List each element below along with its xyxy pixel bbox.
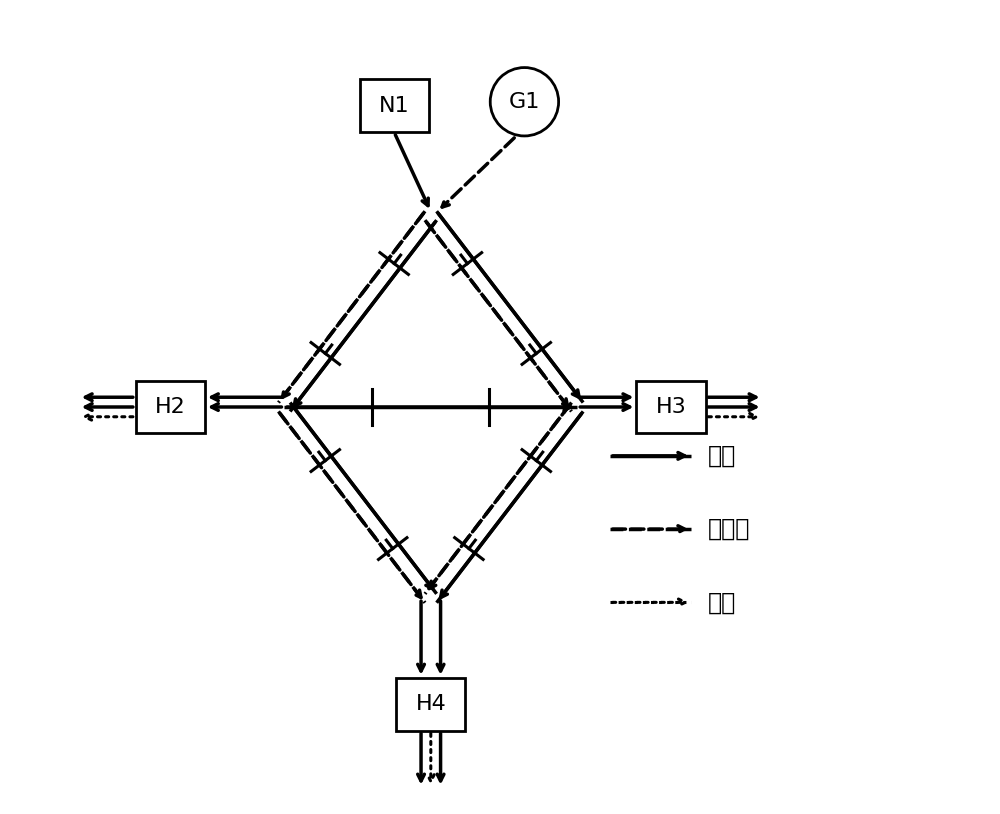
- Text: 热能: 热能: [708, 590, 736, 615]
- Text: H4: H4: [415, 694, 446, 714]
- Bar: [136, 381, 205, 433]
- Text: G1: G1: [509, 92, 540, 112]
- Text: 电能: 电能: [708, 444, 736, 468]
- Circle shape: [490, 68, 559, 136]
- Bar: [360, 79, 429, 132]
- Text: N1: N1: [379, 96, 409, 116]
- Text: H3: H3: [656, 397, 686, 417]
- Text: 天然气: 天然气: [708, 517, 750, 541]
- Bar: [636, 381, 706, 433]
- Text: H2: H2: [155, 397, 186, 417]
- Bar: [396, 677, 465, 731]
